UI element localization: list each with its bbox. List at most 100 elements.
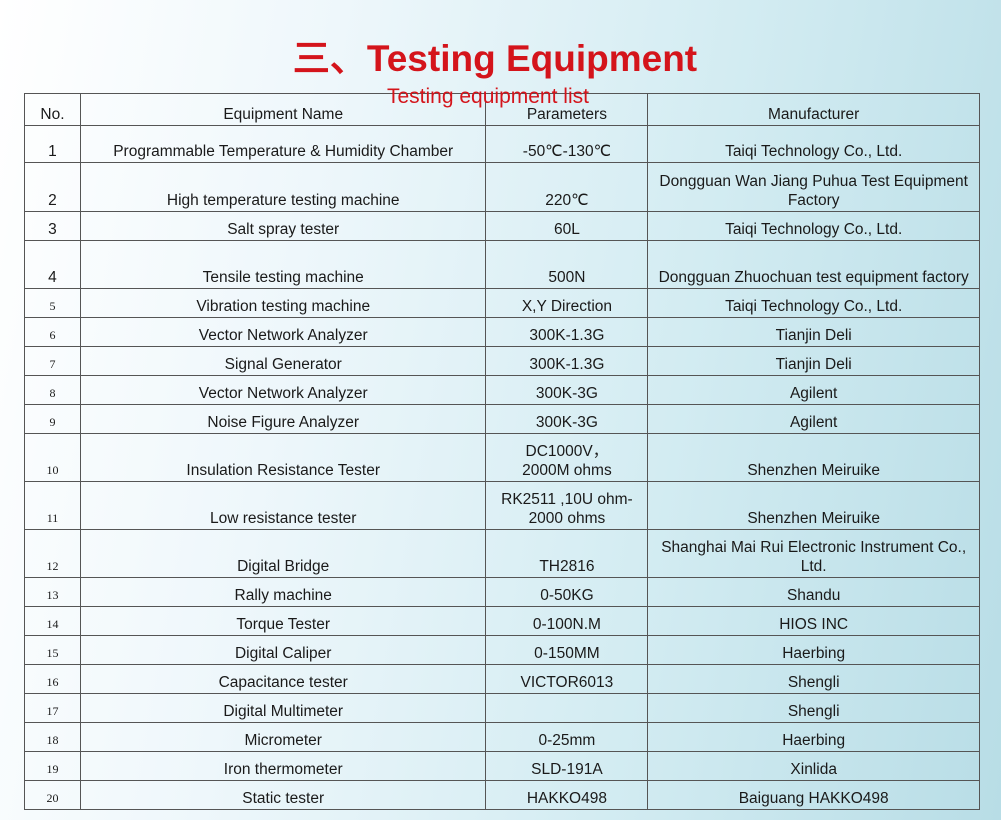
table-row: 7 Signal Generator 300K-1.3G Tianjin Deli: [24, 346, 980, 376]
table-row: 2 High temperature testing machine 220℃ Don…: [24, 162, 980, 212]
manufacturer-cell: HIOS INC: [647, 606, 980, 636]
equipment-name-cell: Vector Network Analyzer: [79, 375, 487, 405]
table-row: 1 Programmable Temperature & Humidity Cha…: [24, 125, 980, 163]
manufacturer-cell: Haerbing: [647, 635, 980, 665]
table-row: 4 Tensile testing machine 500N Dongguan Zhu…: [24, 240, 980, 289]
table-row: 16 Capacitance tester VICTOR6013 Shengli: [24, 664, 980, 694]
manufacturer-cell: Haerbing: [647, 722, 980, 752]
table-row: 14 Torque Tester 0-100N.M HIOS INC: [24, 606, 980, 636]
equipment-name-cell: Insulation Resistance Tester: [79, 433, 487, 482]
row-number: 7: [24, 346, 81, 376]
equipment-name-cell: Programmable Temperature & Humidity Cham…: [79, 125, 487, 163]
manufacturer-cell: Tianjin Deli: [647, 317, 980, 347]
equipment-name-cell: Digital Caliper: [79, 635, 487, 665]
row-number: 12: [24, 529, 81, 578]
row-number: 16: [24, 664, 81, 694]
equipment-name-cell: Salt spray tester: [79, 211, 487, 241]
parameters-cell: VICTOR6013: [485, 664, 649, 694]
row-number: 19: [24, 751, 81, 781]
manufacturer-cell: Taiqi Technology Co., Ltd.: [647, 125, 980, 163]
manufacturer-cell: Baiguang HAKKO498: [647, 780, 980, 810]
table-row: 10 Insulation Resistance Tester DC1000V， 2…: [24, 433, 980, 482]
parameters-cell: 60L: [485, 211, 649, 241]
table-row: 3 Salt spray tester 60L Taiqi Technology Co…: [24, 211, 980, 241]
manufacturer-cell: Shengli: [647, 664, 980, 694]
row-number: 4: [24, 240, 81, 289]
table-row: 5 Vibration testing machine X,Y Direction T…: [24, 288, 980, 318]
parameters-cell: 300K-1.3G: [485, 346, 649, 376]
row-number: 10: [24, 433, 81, 482]
manufacturer-cell: Taiqi Technology Co., Ltd.: [647, 288, 980, 318]
equipment-name-cell: Digital Multimeter: [79, 693, 487, 723]
row-number: 14: [24, 606, 81, 636]
row-number: 8: [24, 375, 81, 405]
equipment-name-cell: Torque Tester: [79, 606, 487, 636]
parameters-cell: HAKKO498: [485, 780, 649, 810]
table-row: 15 Digital Caliper 0-150MM Haerbing: [24, 635, 980, 665]
parameters-cell: 300K-3G: [485, 404, 649, 434]
equipment-name-cell: Vector Network Analyzer: [79, 317, 487, 347]
parameters-cell: 0-150MM: [485, 635, 649, 665]
parameters-cell: TH2816: [485, 529, 649, 578]
equipment-name-cell: Rally machine: [79, 577, 487, 607]
row-number: 20: [24, 780, 81, 810]
table-row: 8 Vector Network Analyzer 300K-3G Agilent: [24, 375, 980, 405]
parameters-cell: 0-50KG: [485, 577, 649, 607]
equipment-name-cell: Vibration testing machine: [79, 288, 487, 318]
equipment-name-cell: Digital Bridge: [79, 529, 487, 578]
header-manufacturer: Manufacturer: [647, 93, 980, 126]
header-equipment-name: Equipment Name: [79, 93, 487, 126]
parameters-cell: 500N: [485, 240, 649, 289]
table-row: 11 Low resistance tester RK2511 ,10U ohm- …: [24, 481, 980, 530]
equipment-table: No. Equipment Name Parameters Manufactur…: [24, 93, 980, 810]
row-number: 17: [24, 693, 81, 723]
parameters-cell: RK2511 ,10U ohm- 2000 ohms: [485, 481, 649, 530]
parameters-cell: 300K-1.3G: [485, 317, 649, 347]
equipment-name-cell: Iron thermometer: [79, 751, 487, 781]
row-number: 11: [24, 481, 81, 530]
table-row: 20 Static tester HAKKO498 Baiguang HAKKO498: [24, 780, 980, 810]
manufacturer-cell: Shenzhen Meiruike: [647, 481, 980, 530]
row-number: 5: [24, 288, 81, 318]
parameters-cell: DC1000V， 2000M ohms: [485, 433, 649, 482]
parameters-cell: -50℃-130℃: [485, 125, 649, 163]
row-number: 6: [24, 317, 81, 347]
page-subtitle: Testing equipment list: [387, 85, 589, 108]
table-row: 13 Rally machine 0-50KG Shandu: [24, 577, 980, 607]
table-row: 19 Iron thermometer SLD-191A Xinlida: [24, 751, 980, 781]
parameters-cell: 300K-3G: [485, 375, 649, 405]
header-no: No.: [24, 93, 81, 126]
page-title: 三、Testing Equipment: [292, 38, 698, 79]
equipment-name-cell: Tensile testing machine: [79, 240, 487, 289]
manufacturer-cell: Dongguan Zhuochuan test equipment factor…: [647, 240, 980, 289]
manufacturer-cell: Xinlida: [647, 751, 980, 781]
parameters-cell: [485, 693, 649, 723]
equipment-name-cell: High temperature testing machine: [79, 162, 487, 212]
row-number: 1: [24, 125, 81, 163]
row-number: 2: [24, 162, 81, 212]
manufacturer-cell: Shenzhen Meiruike: [647, 433, 980, 482]
manufacturer-cell: Shanghai Mai Rui Electronic Instrument C…: [647, 529, 980, 578]
row-number: 13: [24, 577, 81, 607]
equipment-name-cell: Capacitance tester: [79, 664, 487, 694]
equipment-name-cell: Low resistance tester: [79, 481, 487, 530]
equipment-name-cell: Static tester: [79, 780, 487, 810]
manufacturer-cell: Agilent: [647, 375, 980, 405]
row-number: 15: [24, 635, 81, 665]
parameters-cell: 0-100N.M: [485, 606, 649, 636]
manufacturer-cell: Dongguan Wan Jiang Puhua Test Equipment …: [647, 162, 980, 212]
equipment-name-cell: Noise Figure Analyzer: [79, 404, 487, 434]
manufacturer-cell: Tianjin Deli: [647, 346, 980, 376]
table-row: 18 Micrometer 0-25mm Haerbing: [24, 722, 980, 752]
parameters-cell: X,Y Direction: [485, 288, 649, 318]
manufacturer-cell: Taiqi Technology Co., Ltd.: [647, 211, 980, 241]
table-row: 17 Digital Multimeter Shengli: [24, 693, 980, 723]
row-number: 18: [24, 722, 81, 752]
table-row: 9 Noise Figure Analyzer 300K-3G Agilent: [24, 404, 980, 434]
equipment-name-cell: Micrometer: [79, 722, 487, 752]
equipment-name-cell: Signal Generator: [79, 346, 487, 376]
row-number: 3: [24, 211, 81, 241]
row-number: 9: [24, 404, 81, 434]
parameters-cell: 0-25mm: [485, 722, 649, 752]
manufacturer-cell: Agilent: [647, 404, 980, 434]
